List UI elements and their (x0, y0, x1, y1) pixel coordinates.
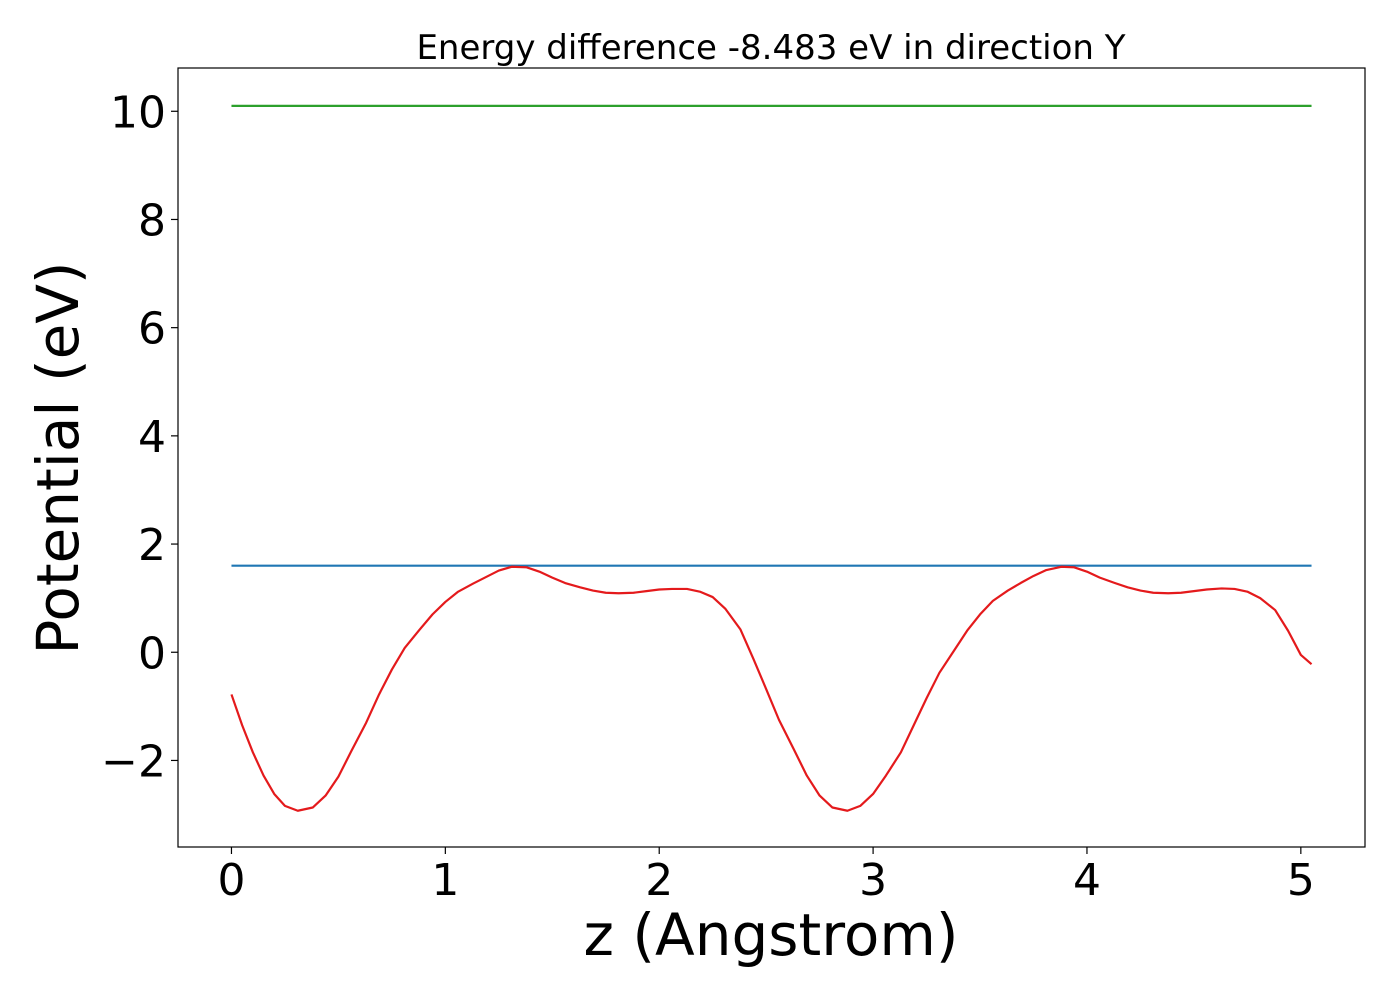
x-tick-label: 2 (645, 855, 673, 906)
series-layer (230, 104, 1313, 812)
x-tick-label: 3 (859, 855, 887, 906)
series-line-3 (230, 565, 1313, 812)
x-axis-label: z (Angstrom) (584, 901, 959, 969)
y-tick-label: 6 (138, 304, 166, 355)
y-tick-label: 10 (110, 87, 166, 138)
x-tick-label: 0 (217, 855, 245, 906)
y-tick-label: 2 (138, 520, 166, 571)
x-tick-label: 4 (1073, 855, 1101, 906)
y-tick-label: 0 (138, 628, 166, 679)
y-axis-ticks: −2 0 2 4 6 8 10 (101, 87, 178, 787)
y-tick-label: 4 (138, 412, 166, 463)
y-tick-label: −2 (101, 736, 166, 787)
chart-title: Energy difference -8.483 eV in direction… (416, 28, 1125, 68)
x-axis-ticks: 0 1 2 3 4 5 (217, 847, 1315, 906)
x-tick-label: 1 (431, 855, 459, 906)
x-tick-label: 5 (1287, 855, 1315, 906)
plot-frame (177, 67, 1366, 848)
y-tick-label: 8 (138, 195, 166, 246)
y-axis-label: Potential (eV) (24, 261, 92, 654)
